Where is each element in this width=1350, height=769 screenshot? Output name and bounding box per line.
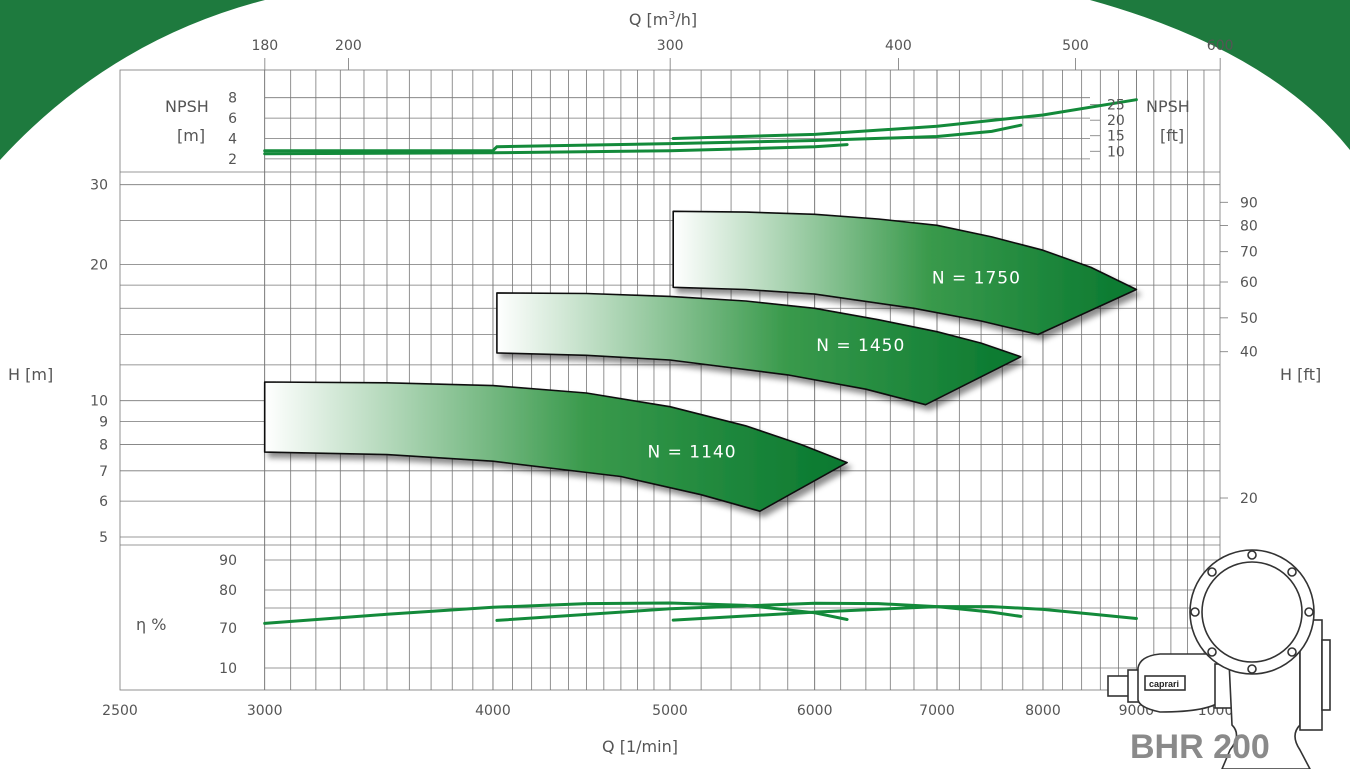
x-top-tick-label: 300	[657, 38, 684, 54]
h-ft-tick-label: 40	[1240, 345, 1258, 361]
h-tick-label: 30	[90, 178, 108, 194]
x-top-tick-label: 180	[251, 38, 278, 54]
npsh-ft-tick-label: 15	[1107, 129, 1125, 145]
h-ft-tick-label: 80	[1240, 218, 1258, 234]
efficiency-title: η %	[136, 615, 166, 634]
model-name: BHR 200	[1130, 728, 1270, 766]
npsh-tick-label: 4	[228, 132, 237, 148]
h-tick-label: 8	[99, 438, 108, 454]
h-ft-tick-label: 70	[1240, 245, 1258, 261]
npsh-ft-tick-label: 25	[1107, 98, 1125, 114]
h-tick-label: 10	[90, 394, 108, 410]
npsh-ft-tick-label: 20	[1107, 113, 1125, 129]
corner-decoration-left	[0, 0, 265, 160]
efficiency-curve-1	[495, 601, 1023, 622]
axis-labels: 2500 3000 4000 5000 6000 7000 8000 9000 10000180…	[90, 38, 1258, 719]
npsh-right-title-2: [ft]	[1160, 126, 1184, 145]
h-ft-tick-label: 20	[1240, 491, 1258, 507]
h-tick-label: 6	[99, 494, 108, 510]
head-bands: N = 1140 N = 1450 N = 1750	[263, 210, 1138, 512]
h-ft-tick-label: 60	[1240, 275, 1258, 291]
efficiency-tick-label: 90	[219, 553, 237, 569]
efficiency-tick-label: 80	[219, 583, 237, 599]
x-tick-label: 5000	[652, 703, 688, 719]
efficiency-curve-2	[671, 605, 1138, 622]
x-tick-label: 8000	[1025, 703, 1061, 719]
npsh-left-title-1: NPSH	[165, 97, 209, 116]
npsh-tick-label: 2	[228, 152, 237, 168]
npsh-ft-tick-label: 10	[1107, 144, 1125, 160]
x-axis-bottom-title: Q [1/min]	[602, 737, 678, 756]
h-ft-tick-label: 50	[1240, 311, 1258, 327]
npsh-tick-label: 6	[228, 111, 237, 127]
npsh-left-title-2: [m]	[177, 126, 205, 145]
npsh-curve-1	[263, 123, 1023, 153]
h-axis-left-title: H [m]	[8, 365, 53, 384]
head-band-label-1: N = 1450	[816, 336, 905, 356]
head-band-label-2: N = 1750	[932, 269, 1021, 289]
npsh-right-title-1: NPSH	[1146, 97, 1190, 116]
x-tick-label: 6000	[797, 703, 833, 719]
head-band-label-0: N = 1140	[648, 443, 737, 463]
x-top-tick-label: 500	[1062, 38, 1089, 54]
x-tick-label: 3000	[247, 703, 283, 719]
efficiency-tick-label: 70	[219, 621, 237, 637]
h-tick-label: 9	[99, 414, 108, 430]
pump-illustration	[1107, 549, 1331, 769]
h-tick-label: 20	[90, 257, 108, 273]
x-tick-label: 2500	[102, 703, 138, 719]
npsh-curve-2	[671, 98, 1138, 140]
npsh-curve-0	[263, 143, 849, 156]
x-top-tick-label: 600	[1207, 38, 1234, 54]
x-top-tick-label: 200	[335, 38, 362, 54]
head-band-0	[263, 381, 848, 512]
h-tick-label: 7	[99, 464, 108, 480]
efficiency-tick-label: 10	[219, 661, 237, 677]
curves	[263, 98, 1138, 625]
x-top-tick-label: 400	[885, 38, 912, 54]
h-tick-label: 5	[99, 530, 108, 546]
h-axis-right-title: H [ft]	[1280, 365, 1321, 384]
x-axis-top-title: Q [m3/h]	[629, 9, 697, 29]
h-ft-tick-label: 90	[1240, 195, 1258, 211]
npsh-tick-label: 8	[228, 91, 237, 107]
x-tick-label: 7000	[919, 703, 955, 719]
corner-decoration-right	[1090, 0, 1350, 150]
head-band-2	[672, 210, 1138, 336]
brand-plate: caprari	[1149, 679, 1179, 689]
x-tick-label: 4000	[475, 703, 511, 719]
head-band-1	[496, 292, 1022, 406]
